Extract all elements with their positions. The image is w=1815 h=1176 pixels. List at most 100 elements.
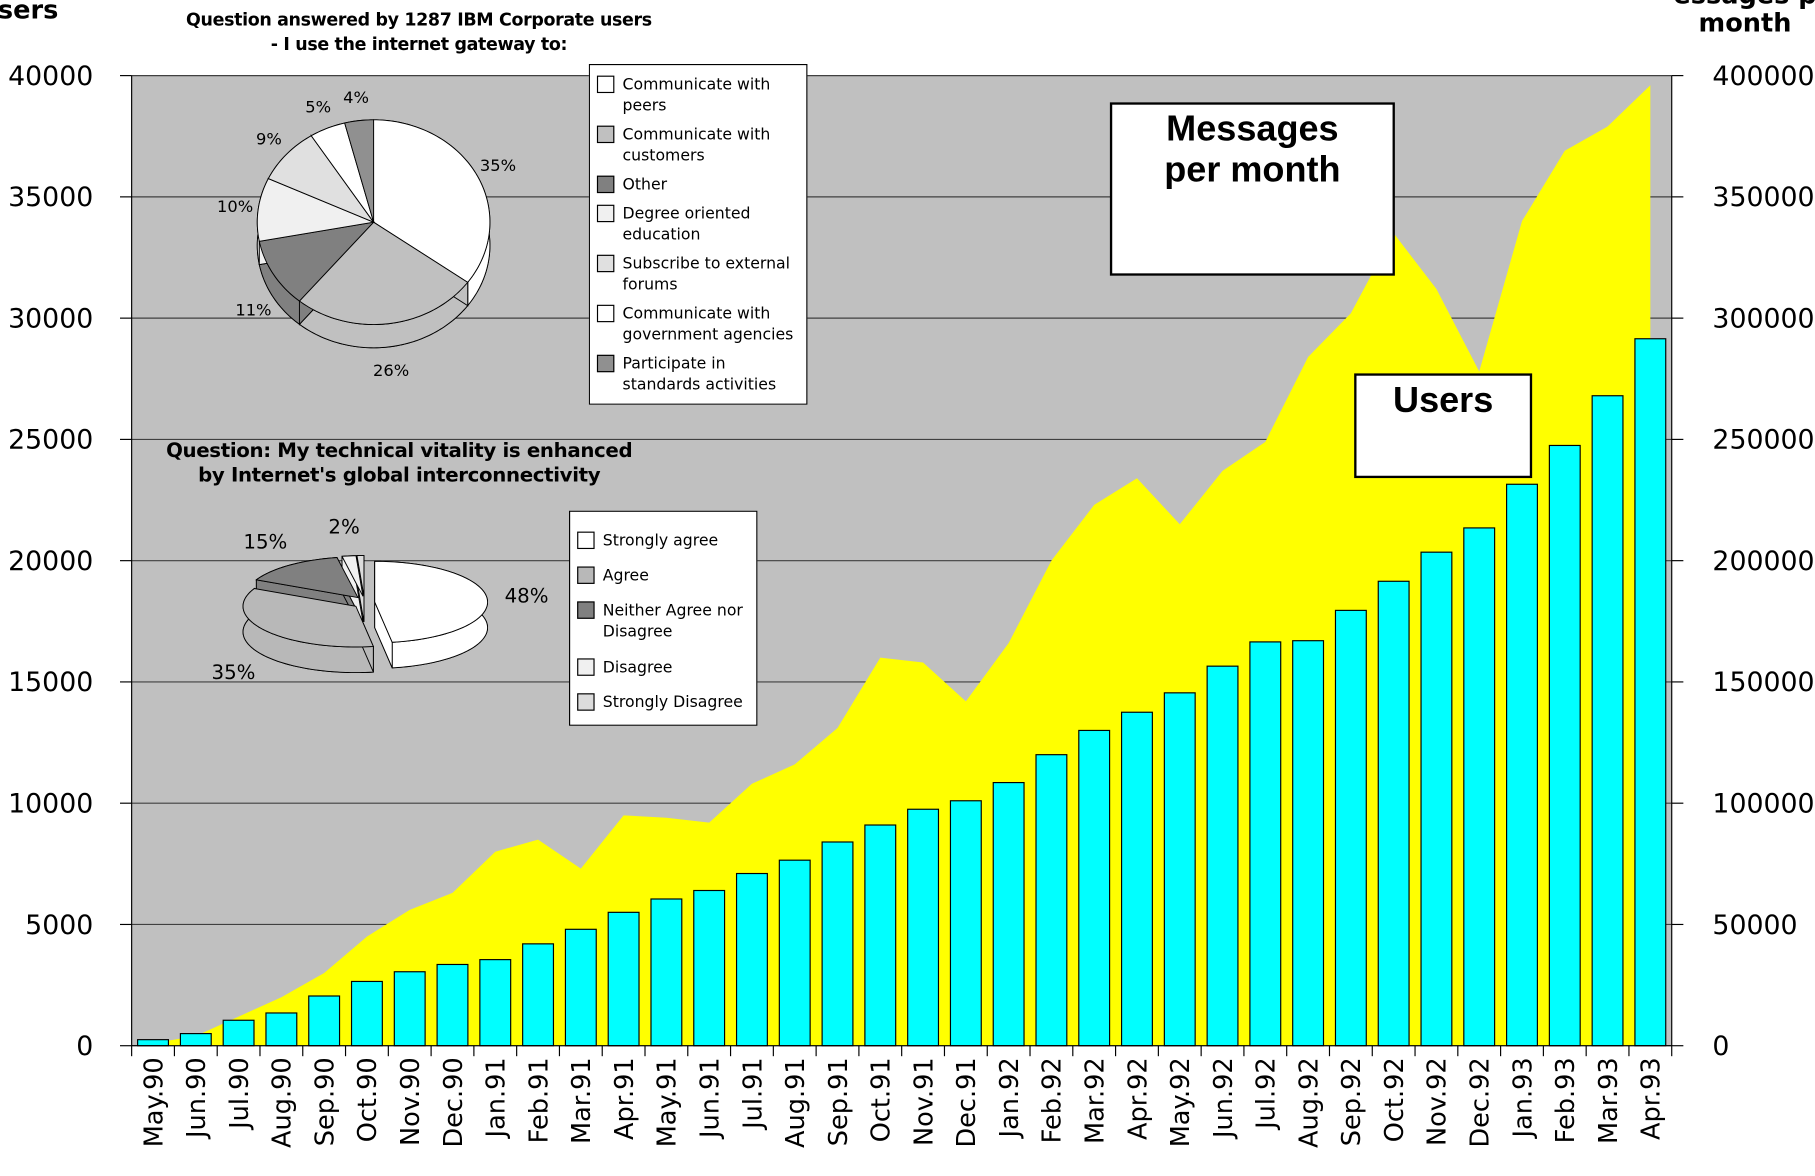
legend-swatch (577, 566, 595, 585)
legend-label: Strongly agree (602, 531, 719, 551)
x-tick-label: Nov.90 (396, 1057, 426, 1146)
pie-slice (256, 177, 376, 242)
bar (607, 911, 640, 1047)
bar (1334, 609, 1367, 1047)
pie-value-label: 9% (256, 130, 282, 149)
y-tick-label: 30000 (8, 303, 93, 334)
bar (1591, 395, 1624, 1047)
x-tick-label: Jun.91 (695, 1057, 725, 1140)
pie-slice (374, 560, 489, 643)
annotation: Messages per month (1164, 108, 1340, 189)
y-tick-label: 15000 (8, 667, 93, 698)
legend-swatch (577, 601, 595, 620)
legend-label: Agree (602, 566, 649, 586)
pie-slice (373, 119, 491, 283)
y-tick-label: 0 (76, 1031, 93, 1062)
legend-item: Strongly Disagree (577, 692, 749, 713)
y-tick-label: 20000 (8, 546, 93, 577)
x-tick-label: Jul.92 (1252, 1057, 1282, 1131)
pie-title: by Internet's global interconnectivity (198, 464, 601, 487)
bar (479, 959, 512, 1047)
bar (1292, 640, 1325, 1047)
annotation-box (1354, 373, 1533, 479)
y2-tick-label: 250000 (1712, 425, 1814, 456)
x-tick-label: Mar.92 (1081, 1057, 1111, 1144)
legend-label: Participate in standards activities (622, 354, 777, 394)
pie-slice (344, 119, 375, 223)
x-tick-label: Jun.90 (182, 1057, 212, 1140)
x-tick-label: Feb.93 (1551, 1057, 1581, 1143)
y2-axis-title: essages p (1673, 0, 1815, 10)
x-tick-label: Dec.92 (1466, 1057, 1496, 1147)
bar (1506, 483, 1538, 1047)
pie-value-label: 48% (505, 584, 549, 607)
x-tick-label: Aug.90 (268, 1057, 298, 1148)
legend-swatch (596, 125, 615, 143)
legend-label: Communicate with government agencies (622, 304, 794, 344)
x-tick-label: Mar.93 (1594, 1057, 1624, 1144)
pie-slice (255, 557, 359, 599)
x-tick-label: Jan.92 (995, 1057, 1025, 1139)
x-tick-label: Mar.91 (567, 1057, 597, 1144)
bar (436, 963, 469, 1047)
bar (1463, 527, 1496, 1047)
y-tick-label: 35000 (8, 182, 93, 213)
x-tick-label: Oct.90 (353, 1057, 383, 1142)
x-tick-label: Nov.91 (909, 1057, 939, 1146)
bar (735, 872, 768, 1047)
bar (1163, 692, 1196, 1047)
y2-tick-label: 50000 (1712, 910, 1797, 941)
pie-value-label: 11% (235, 300, 271, 319)
x-tick-label: Jul.90 (225, 1057, 255, 1131)
bar (265, 1012, 298, 1047)
pie-title: - I use the internet gateway to: (271, 35, 567, 55)
legend-swatch (577, 693, 595, 711)
x-tick-label: Dec.90 (439, 1057, 469, 1147)
legend-label: Other (622, 175, 668, 194)
legend-label: Degree oriented education (622, 204, 751, 244)
x-tick-label: Dec.91 (952, 1057, 982, 1147)
x-tick-label: Oct.92 (1380, 1057, 1410, 1142)
legend-item: Degree oriented education (596, 203, 799, 245)
legend-label: Neither Agree nor Disagree (602, 601, 743, 642)
pie-value-label: 4% (343, 88, 369, 107)
legend-item: Other (596, 174, 799, 195)
bar (1377, 580, 1410, 1047)
bar (179, 1033, 212, 1047)
bar (393, 971, 426, 1047)
bar (1548, 444, 1581, 1047)
pie-title: Question: My technical vitality is enhan… (166, 439, 632, 462)
bar (650, 898, 683, 1047)
annotation: Users (1393, 379, 1494, 420)
bar (308, 995, 341, 1047)
bar (1078, 729, 1111, 1047)
legend-box: Communicate with peers Communicate with c… (588, 63, 808, 405)
bar (1634, 338, 1667, 1047)
legend-swatch (596, 175, 615, 193)
x-tick-label: Aug.92 (1294, 1057, 1324, 1148)
y-tick-label: 10000 (8, 788, 93, 819)
pie-slice (298, 221, 469, 325)
legend-label: Communicate with customers (622, 125, 771, 165)
x-tick-label: Apr.92 (1123, 1057, 1153, 1140)
legend-label: Subscribe to external forums (622, 254, 791, 294)
annotation-text: Users (1393, 379, 1494, 420)
y-tick-label: 5000 (25, 910, 93, 941)
x-tick-label: May.90 (139, 1057, 169, 1147)
x-tick-label: Sep.91 (824, 1057, 854, 1146)
x-tick-label: Jul.91 (738, 1057, 768, 1131)
legend-swatch (596, 204, 615, 222)
x-tick-label: Jan.91 (482, 1057, 512, 1139)
legend-swatch (596, 304, 615, 322)
pie-value-label: 10% (217, 197, 253, 216)
y2-tick-label: 300000 (1712, 303, 1814, 334)
x-tick-label: Feb.92 (1038, 1057, 1068, 1143)
bar (821, 841, 854, 1047)
bar (907, 808, 940, 1047)
x-tick-label: Feb.91 (524, 1057, 554, 1143)
pie-value-label: 26% (373, 361, 409, 380)
y2-tick-label: 350000 (1712, 182, 1814, 213)
x-tick-label: Apr.91 (610, 1057, 640, 1140)
pie-slice (356, 555, 365, 597)
pie-slice (341, 555, 364, 597)
